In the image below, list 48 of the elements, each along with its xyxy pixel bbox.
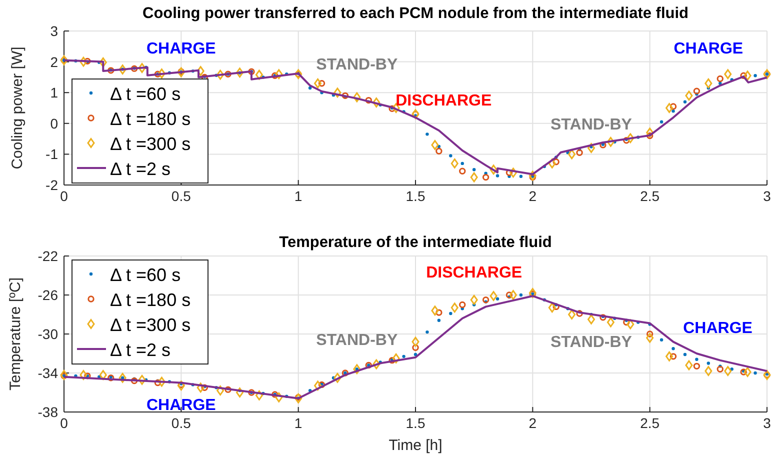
chart-title: Cooling power transferred to each PCM nodule from the intermediate fluid [142,5,688,22]
y-tick-label: -22 [38,248,58,264]
x-axis-title: Time [h] [388,437,442,454]
x-tick-label: 0.5 [171,415,192,431]
legend-label: Δ t =180 s [110,109,191,129]
legend-label: Δ t =180 s [110,290,191,310]
y-axis-title: Cooling power [W] [9,46,26,170]
x-tick-label: 0.5 [171,188,192,204]
legend-label: Δ t =2 s [110,340,171,360]
annotation: STAND-BY [550,334,632,351]
x-tick-label: 2 [528,188,537,204]
annotation: STAND-BY [550,116,632,134]
legend-label: Δ t =60 s [110,265,181,285]
x-tick-label: 0 [60,415,68,431]
y-tick-label: 2 [50,54,58,70]
y-tick-label: -34 [38,365,58,381]
annotation: STAND-BY [316,332,398,349]
y-tick-label: 1 [50,84,58,101]
annotation: CHARGE [674,40,744,58]
y-tick-label: -30 [38,326,58,342]
x-tick-label: 1 [294,415,302,431]
y-axis-title: Temperature [ºC] [7,277,24,391]
y-tick-label: -2 [46,177,58,193]
x-tick-label: 2.5 [640,188,660,204]
legend-label: Δ t =2 s [110,159,171,179]
legend-label: Δ t =300 s [110,134,191,154]
legend-label: Δ t =300 s [110,315,191,335]
x-tick-label: 1.5 [406,415,426,431]
x-tick-label: 0 [60,188,68,204]
annotation: DISCHARGE [396,92,492,110]
y-tick-label: -38 [38,404,58,420]
x-tick-label: 3 [763,415,772,431]
x-tick-label: 2.5 [640,415,660,431]
x-tick-label: 3 [763,188,772,204]
annotation: STAND-BY [316,56,398,74]
y-tick-label: -1 [46,146,58,162]
legend-label: Δ t =60 s [110,84,181,104]
annotation: CHARGE [146,397,216,414]
annotation: CHARGE [146,40,216,58]
y-tick-label: -26 [38,287,58,303]
annotation: CHARGE [683,320,753,338]
y-tick-label: 0 [50,115,58,132]
annotation: DISCHARGE [426,264,522,282]
x-tick-label: 2 [528,415,537,431]
x-tick-label: 1 [294,188,302,204]
x-tick-label: 1.5 [406,188,426,204]
chart-title: Temperature of the intermediate fluid [279,234,552,251]
y-tick-label: 3 [50,23,58,39]
